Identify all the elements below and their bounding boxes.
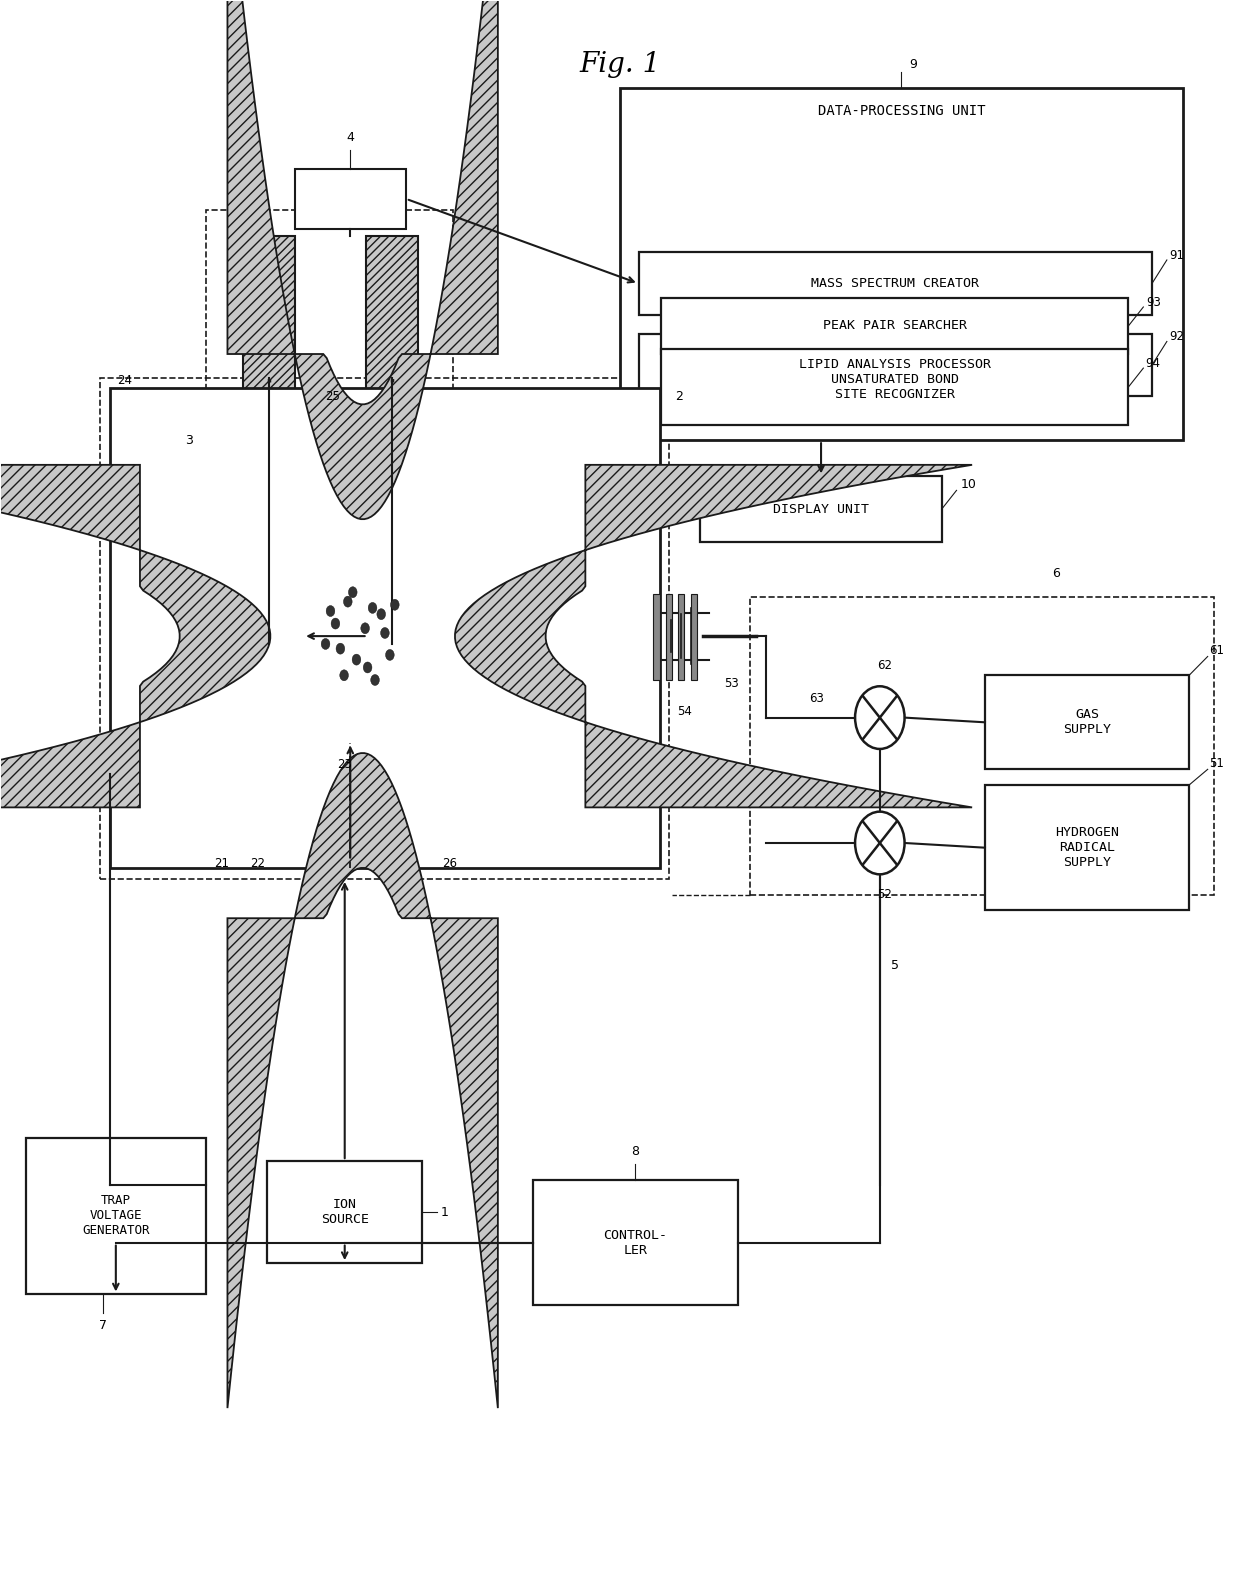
Text: 62: 62 [877,659,893,672]
Circle shape [331,619,340,630]
Text: ION
SOURCE: ION SOURCE [321,1198,368,1226]
Text: 26: 26 [441,857,456,870]
Text: 10: 10 [961,477,977,490]
Text: Fig. 1: Fig. 1 [579,50,661,77]
Text: 4: 4 [346,132,355,144]
Polygon shape [227,0,498,520]
Circle shape [336,644,345,655]
Circle shape [361,623,370,634]
Text: 63: 63 [810,692,825,705]
Circle shape [377,609,386,620]
Circle shape [386,650,394,661]
Circle shape [348,587,357,598]
Circle shape [295,550,430,722]
Text: 23: 23 [337,758,351,771]
Text: 6: 6 [1053,567,1060,579]
Text: 3: 3 [186,433,193,447]
Bar [666,593,672,680]
Circle shape [321,639,330,650]
Text: DISPLAY UNIT: DISPLAY UNIT [773,502,869,515]
Bar [620,88,1183,440]
Text: 52: 52 [878,889,893,901]
Bar [366,237,418,644]
Circle shape [343,597,352,608]
Text: 9: 9 [909,58,918,71]
Text: 92: 92 [1169,330,1184,344]
Text: 8: 8 [631,1145,640,1159]
Circle shape [381,628,389,639]
Polygon shape [0,465,270,807]
Text: 2: 2 [676,389,683,403]
Circle shape [340,670,348,681]
Text: 93: 93 [1146,295,1161,309]
Circle shape [391,600,399,611]
Text: 94: 94 [1146,356,1161,371]
Circle shape [856,686,904,749]
Circle shape [352,655,361,666]
Text: PEAK PAIR SEARCHER: PEAK PAIR SEARCHER [822,319,967,333]
Bar [295,170,405,229]
Bar [100,377,670,879]
Bar [750,597,1214,895]
Text: GAS
SUPPLY: GAS SUPPLY [1063,708,1111,736]
Text: 51: 51 [1209,757,1224,769]
Text: 21: 21 [215,857,229,870]
Text: 24: 24 [118,374,133,388]
Bar [243,237,295,644]
Bar [26,1138,206,1294]
Text: 5: 5 [890,959,899,972]
Text: HYDROGEN
RADICAL
SUPPLY: HYDROGEN RADICAL SUPPLY [1055,826,1118,870]
Bar [206,210,453,664]
Bar [661,298,1128,353]
Text: UNSATURATED BOND
SITE RECOGNIZER: UNSATURATED BOND SITE RECOGNIZER [831,374,959,400]
Bar [678,593,684,680]
Bar [985,785,1189,911]
Bar [639,253,1152,316]
Circle shape [368,603,377,614]
Bar [661,349,1128,424]
Bar [985,675,1189,769]
Bar [653,593,660,680]
Text: 53: 53 [724,677,739,689]
Text: TRAP
VOLTAGE
GENERATOR: TRAP VOLTAGE GENERATOR [82,1195,150,1237]
Text: 22: 22 [250,857,265,870]
Bar [639,334,1152,396]
Bar [268,1162,422,1262]
Text: CONTROL-
LER: CONTROL- LER [604,1229,667,1256]
Bar [701,476,941,542]
Text: 54: 54 [677,705,692,717]
Circle shape [363,663,372,674]
Bar [110,388,660,868]
Text: 61: 61 [1209,644,1224,656]
Polygon shape [455,465,972,807]
Text: LIPID ANALYSIS PROCESSOR: LIPID ANALYSIS PROCESSOR [800,358,991,372]
Circle shape [856,812,904,874]
Circle shape [326,606,335,617]
Polygon shape [227,754,498,1408]
Circle shape [371,675,379,686]
Bar [691,593,697,680]
Text: 91: 91 [1169,248,1184,262]
Bar [533,1181,738,1305]
Text: MASS SPECTRUM CREATOR: MASS SPECTRUM CREATOR [811,276,980,290]
Text: 7: 7 [99,1319,108,1333]
Text: 1: 1 [440,1206,448,1218]
Text: 25: 25 [326,389,341,403]
Text: DATA-PROCESSING UNIT: DATA-PROCESSING UNIT [817,104,986,118]
